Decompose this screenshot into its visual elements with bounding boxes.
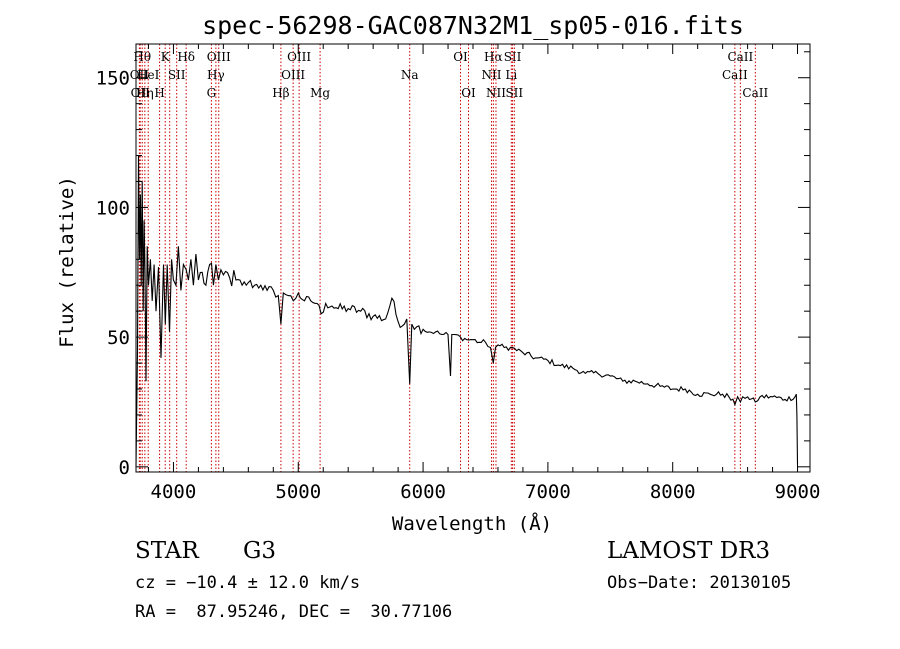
- spectral-line-label: CaII: [727, 50, 753, 64]
- spectral-line-label: Na: [401, 68, 419, 82]
- spectral-line-label: OIII: [207, 50, 231, 64]
- spectral-line-label: Hθ: [133, 50, 151, 64]
- x-tick-label: 8000: [650, 481, 696, 503]
- spectral-line-label: NII: [486, 86, 506, 100]
- x-tick-label: 6000: [400, 481, 446, 503]
- x-tick-label: 7000: [525, 481, 571, 503]
- x-tick-label: 9000: [775, 481, 821, 503]
- spectral-line-label: Hα: [484, 50, 503, 64]
- plot-frame: [135, 43, 811, 473]
- spectrum-series-line: [135, 155, 799, 467]
- object-subclass: G3: [243, 538, 277, 564]
- spectral-line-label: NII: [481, 68, 501, 82]
- spectral-line-label: SII: [504, 50, 522, 64]
- x-axis-label: Wavelength (Å): [392, 512, 552, 535]
- spectral-line-label: Hη: [136, 86, 154, 100]
- y-tick-label: 0: [119, 457, 130, 479]
- object-class: STAR: [135, 538, 199, 564]
- coordinates: RA = 87.95246, DEC = 30.77106: [135, 602, 453, 622]
- spectral-line-label: SII: [168, 68, 186, 82]
- spectral-line-label: CaII: [722, 68, 748, 82]
- spectral-line-label: Hδ: [177, 50, 195, 64]
- spectral-line-label: Hβ: [272, 86, 289, 100]
- spectral-line-label: Mg: [310, 86, 330, 100]
- x-tick-label: 4000: [151, 481, 197, 503]
- y-tick-label: 150: [96, 68, 130, 90]
- spectral-line-label: H: [154, 86, 164, 100]
- spectral-line-label: K: [161, 50, 171, 64]
- y-axis-label: Flux (relative): [56, 176, 78, 348]
- spectral-line-label: Hγ: [207, 68, 225, 82]
- spectral-line-label: OIII: [281, 68, 305, 82]
- spectral-line-label: OII: [130, 68, 150, 82]
- chart-title: spec-56298-GAC087N32M1_sp05-016.fits: [202, 11, 744, 40]
- spectral-line-label: HeI: [137, 68, 160, 82]
- spectral-line-label: SII: [505, 86, 523, 100]
- spectral-line-label: OI: [461, 86, 476, 100]
- redshift-velocity: cz = −10.4 ± 12.0 km/s: [135, 573, 361, 593]
- y-tick-label: 50: [107, 327, 130, 349]
- spectral-line-label: OIII: [287, 50, 311, 64]
- spectral-line-label: CaII: [742, 86, 768, 100]
- spectral-line-label: G: [207, 86, 217, 100]
- survey-release: LAMOST DR3: [607, 538, 771, 564]
- spectral-line-label: OI: [453, 50, 468, 64]
- x-tick-label: 5000: [275, 481, 321, 503]
- spectral-line-label: Li: [505, 68, 517, 82]
- y-tick-label: 100: [96, 197, 130, 219]
- observation-date: Obs−Date: 20130105: [607, 573, 792, 593]
